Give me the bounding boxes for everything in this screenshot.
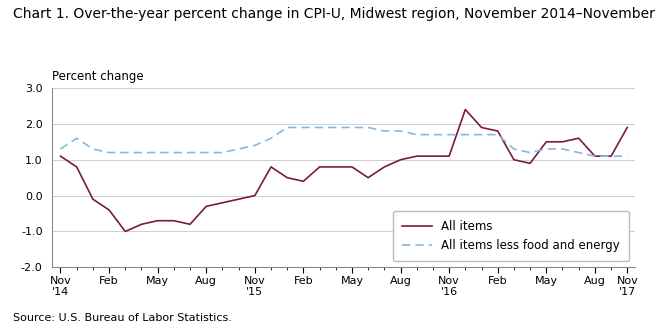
All items (332, 165, 340, 169)
All items (283, 176, 291, 180)
All items (364, 176, 372, 180)
All items less food and energy (316, 126, 324, 129)
All items (624, 126, 631, 129)
All items less food and energy (105, 151, 113, 155)
All items less food and energy (574, 151, 582, 155)
Text: Percent change: Percent change (52, 70, 144, 83)
All items (138, 222, 145, 226)
All items less food and energy (397, 129, 405, 133)
All items (299, 179, 307, 183)
All items (559, 140, 567, 144)
All items less food and energy (332, 126, 340, 129)
All items (413, 154, 421, 158)
All items less food and energy (219, 151, 227, 155)
All items (186, 222, 194, 226)
All items (510, 158, 518, 162)
All items less food and energy (364, 126, 372, 129)
All items (267, 165, 275, 169)
All items less food and energy (429, 133, 437, 137)
All items (494, 129, 502, 133)
All items (56, 154, 64, 158)
All items less food and energy (234, 147, 242, 151)
All items less food and energy (73, 136, 81, 140)
All items less food and energy (477, 133, 485, 137)
All items less food and energy (251, 143, 259, 147)
All items (251, 194, 259, 198)
All items less food and energy (154, 151, 162, 155)
All items less food and energy (267, 136, 275, 140)
All items less food and energy (461, 133, 469, 137)
All items (73, 165, 81, 169)
All items less food and energy (413, 133, 421, 137)
All items less food and energy (299, 126, 307, 129)
All items less food and energy (348, 126, 356, 129)
All items less food and energy (89, 147, 97, 151)
All items less food and energy (494, 133, 502, 137)
All items less food and energy (138, 151, 145, 155)
Line: All items less food and energy: All items less food and energy (60, 127, 627, 156)
All items less food and energy (381, 129, 388, 133)
All items less food and energy (56, 147, 64, 151)
All items (607, 154, 615, 158)
All items (381, 165, 388, 169)
All items (89, 197, 97, 201)
All items less food and energy (186, 151, 194, 155)
All items less food and energy (591, 154, 599, 158)
All items (429, 154, 437, 158)
All items less food and energy (607, 154, 615, 158)
All items (461, 108, 469, 111)
All items less food and energy (202, 151, 210, 155)
All items less food and energy (624, 154, 631, 158)
All items less food and energy (526, 151, 534, 155)
All items (154, 219, 162, 223)
All items (202, 204, 210, 208)
All items (105, 208, 113, 212)
All items less food and energy (510, 147, 518, 151)
All items (234, 197, 242, 201)
All items (526, 161, 534, 165)
All items less food and energy (121, 151, 129, 155)
Legend: All items, All items less food and energy: All items, All items less food and energ… (393, 211, 629, 261)
All items (397, 158, 405, 162)
All items (591, 154, 599, 158)
All items (574, 136, 582, 140)
Text: Source: U.S. Bureau of Labor Statistics.: Source: U.S. Bureau of Labor Statistics. (13, 313, 232, 323)
All items less food and energy (542, 147, 550, 151)
All items less food and energy (445, 133, 453, 137)
All items (170, 219, 178, 223)
All items (445, 154, 453, 158)
All items (542, 140, 550, 144)
All items (477, 126, 485, 129)
All items (316, 165, 324, 169)
All items (348, 165, 356, 169)
All items (219, 201, 227, 205)
All items less food and energy (283, 126, 291, 129)
All items less food and energy (559, 147, 567, 151)
Line: All items: All items (60, 110, 627, 231)
All items (121, 230, 129, 233)
All items less food and energy (170, 151, 178, 155)
Text: Chart 1. Over-the-year percent change in CPI-U, Midwest region, November 2014–No: Chart 1. Over-the-year percent change in… (13, 7, 655, 21)
